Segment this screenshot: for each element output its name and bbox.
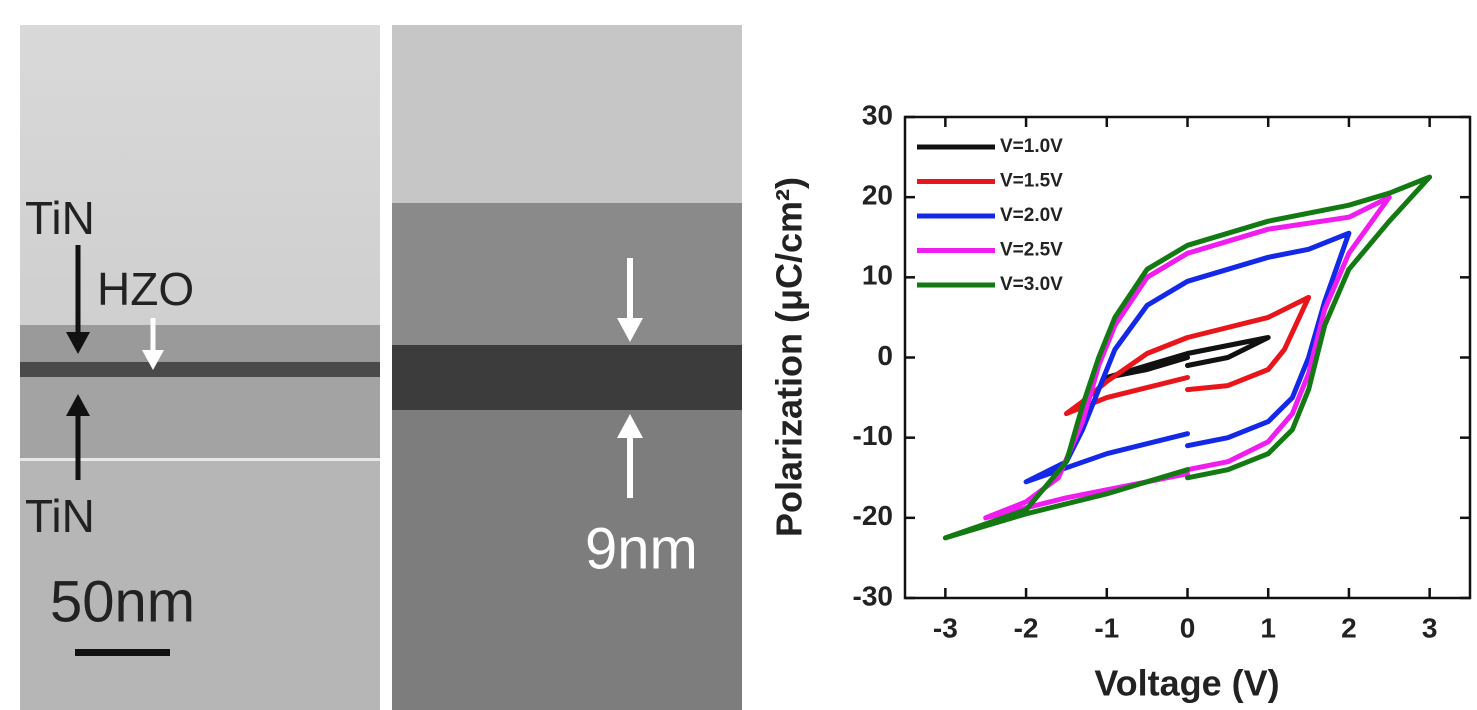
y-tick-label: 20 (862, 180, 893, 211)
x-tick-label: -1 (1094, 612, 1119, 643)
x-tick-label: -2 (1014, 612, 1039, 643)
legend-label: V=2.0V (1000, 205, 1063, 226)
series-line (1104, 335, 1271, 380)
image-label: HZO (97, 263, 194, 315)
image-label: 9nm (585, 516, 698, 581)
scale-label: 50nm (50, 569, 195, 634)
series-line (942, 174, 1433, 541)
x-axis-label: Voltage (V) (1094, 663, 1279, 704)
image-label: TiN (25, 192, 95, 244)
y-tick-label: -30 (853, 580, 893, 611)
y-tick-label: -10 (853, 420, 893, 451)
legend-label: V=1.0V (1000, 136, 1063, 157)
y-tick-label: 10 (862, 260, 893, 291)
series-line (1023, 230, 1352, 485)
chart: Voltage (V) Polarization (μC/cm²) -3 -2 -1… (769, 99, 1472, 704)
y-tick-label: -20 (853, 500, 893, 531)
series-line (983, 194, 1392, 521)
x-tick-label: 1 (1260, 612, 1276, 643)
x-tick-label: 3 (1422, 612, 1438, 643)
x-tick-label: 0 (1180, 612, 1196, 643)
series-line (1063, 294, 1312, 417)
image-label: TiN (25, 490, 95, 542)
legend-label: V=1.5V (1000, 171, 1063, 192)
tem-image-right: 9nm (392, 25, 742, 710)
legend-label: V=3.0V (1000, 274, 1063, 295)
y-axis-label: Polarization (μC/cm²) (769, 177, 810, 537)
legend-label: V=2.5V (1000, 240, 1063, 261)
y-tick-label: 30 (862, 99, 893, 130)
tem-image-left: TiN HZO TiN 50nm (20, 25, 380, 710)
y-tick-label: 0 (877, 340, 893, 371)
x-tick-label: 2 (1341, 612, 1357, 643)
x-tick-label: -3 (933, 612, 958, 643)
